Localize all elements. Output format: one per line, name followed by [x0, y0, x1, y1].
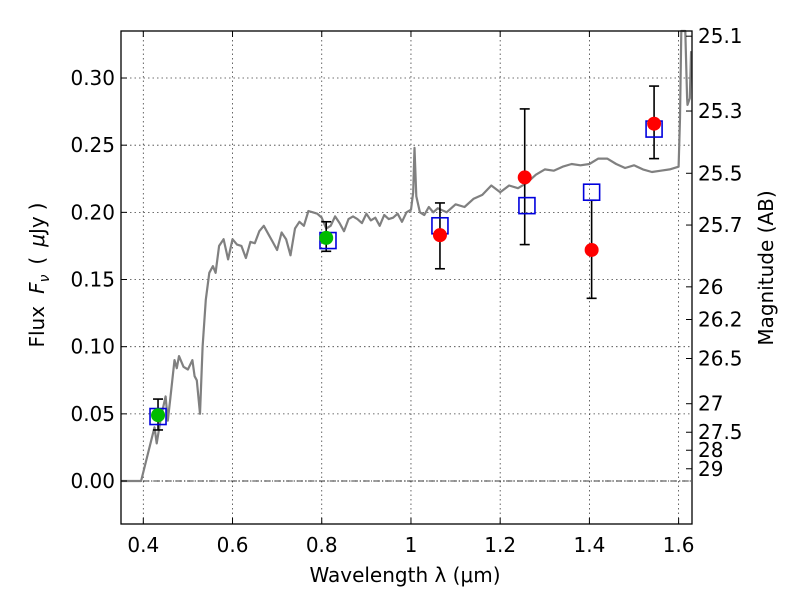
- tick-marks: [121, 31, 692, 524]
- magnitude-tick-label: 25.3: [698, 99, 743, 123]
- observed-point-red: [647, 116, 662, 131]
- x-tick-label: 1.6: [663, 533, 695, 557]
- y-tick-label: 0.05: [70, 402, 115, 426]
- model-photometry-squares: [149, 120, 663, 426]
- x-tick-labels: 0.4 0.6 0.8 1 1.2 1.4 1.6: [127, 533, 694, 557]
- magnitude-tick-label: 25.5: [698, 161, 743, 185]
- model-photometry-square: [518, 196, 536, 215]
- y-tick-label: 0.10: [70, 335, 115, 359]
- magnitude-tick-label: 25.1: [698, 24, 743, 48]
- y-tick-label: 0.30: [70, 66, 115, 90]
- observed-point-red: [517, 170, 532, 185]
- y-axis-label: FluxFν(μJy): [25, 202, 53, 347]
- model-spectrum: [121, 29, 693, 483]
- magnitude-tick-label: 26.5: [698, 347, 743, 371]
- x-tick-label: 1.2: [484, 533, 516, 557]
- right-axis-label: Magnitude (AB): [754, 190, 778, 345]
- observed-point-red: [584, 242, 599, 257]
- x-tick-label: 1.4: [573, 533, 605, 557]
- observed-points: [151, 116, 662, 423]
- y-tick-label: 0.00: [70, 469, 115, 493]
- x-tick-label: 0.6: [217, 533, 249, 557]
- model-photometry-square: [582, 183, 601, 201]
- x-tick-label: 1: [405, 533, 418, 557]
- observed-point-red: [432, 228, 447, 243]
- magnitude-tick-label: 27: [698, 392, 723, 416]
- observed-point-green: [319, 230, 334, 245]
- x-axis-label: Wavelength λ (μm): [309, 563, 500, 587]
- magnitude-tick-label: 29: [698, 457, 723, 481]
- observed-point-green: [151, 408, 166, 423]
- model-spectrum-line: [121, 29, 693, 483]
- magnitude-tick-label: 25.7: [698, 213, 743, 237]
- magnitude-tick-label: 26: [698, 275, 723, 299]
- y-tick-labels: 0.00 0.05 0.10 0.15 0.20 0.25 0.30: [70, 66, 115, 493]
- magnitude-tick-label: 27.5: [698, 420, 743, 444]
- x-tick-label: 0.4: [127, 533, 159, 557]
- magnitude-tick-label: 26.2: [698, 308, 743, 332]
- y-tick-label: 0.25: [70, 133, 115, 157]
- magnitude-tick-label: 28: [698, 438, 723, 462]
- y-tick-label: 0.15: [70, 268, 115, 292]
- grid-lines: [121, 31, 692, 524]
- plot-frame: [120, 30, 693, 525]
- y-tick-label: 0.20: [70, 200, 115, 224]
- x-tick-label: 0.8: [306, 533, 338, 557]
